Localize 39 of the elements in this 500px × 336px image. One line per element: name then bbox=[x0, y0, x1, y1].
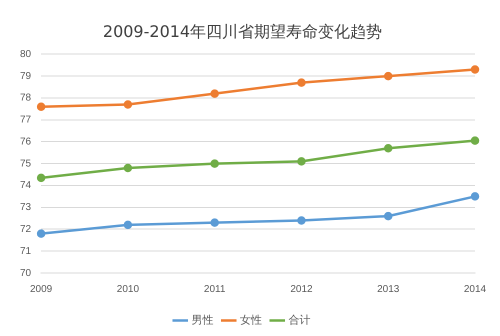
y-tick-label: 80 bbox=[20, 48, 32, 60]
x-tick-label: 2014 bbox=[464, 284, 487, 295]
y-tick-label: 76 bbox=[20, 136, 32, 148]
y-tick-label: 71 bbox=[20, 246, 32, 257]
point bbox=[384, 212, 392, 220]
chart-title: 2009-2014年四川省期望寿命变化趋势 bbox=[102, 22, 382, 41]
y-tick-label: 78 bbox=[20, 92, 32, 104]
point bbox=[470, 136, 480, 145]
point bbox=[210, 218, 219, 227]
point bbox=[470, 65, 480, 74]
point bbox=[384, 72, 392, 80]
y-tick-label: 73 bbox=[20, 202, 32, 214]
point bbox=[36, 229, 46, 238]
y-tick-label: 79 bbox=[20, 70, 32, 82]
legend-label: 男性 bbox=[191, 313, 214, 326]
point bbox=[470, 192, 480, 201]
point bbox=[124, 164, 132, 172]
point bbox=[210, 159, 219, 168]
y-tick-label: 70 bbox=[20, 268, 32, 279]
point bbox=[124, 220, 132, 230]
x-tick-label: 2010 bbox=[116, 284, 140, 295]
y-tick-label: 77 bbox=[20, 114, 32, 126]
y-tick-label: 72 bbox=[20, 224, 32, 235]
point bbox=[297, 78, 306, 87]
x-tick-label: 2011 bbox=[204, 284, 226, 295]
point bbox=[124, 100, 132, 109]
x-tick-label: 2013 bbox=[377, 284, 400, 295]
y-tick-label: 74 bbox=[20, 180, 32, 192]
point bbox=[297, 216, 306, 225]
x-tick-label: 2009 bbox=[30, 284, 53, 295]
point bbox=[384, 144, 392, 153]
point bbox=[36, 174, 46, 182]
y-tick-label: 75 bbox=[20, 158, 32, 170]
point bbox=[297, 157, 306, 166]
legend-label: 合计 bbox=[288, 313, 310, 326]
legend-label: 女性 bbox=[240, 313, 262, 326]
point bbox=[210, 89, 219, 98]
point bbox=[36, 102, 46, 111]
x-tick-label: 2012 bbox=[290, 284, 314, 295]
